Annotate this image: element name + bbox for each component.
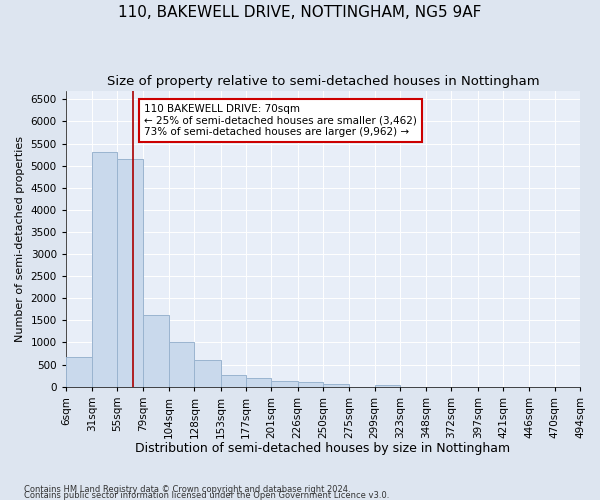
Text: 110, BAKEWELL DRIVE, NOTTINGHAM, NG5 9AF: 110, BAKEWELL DRIVE, NOTTINGHAM, NG5 9AF (118, 5, 482, 20)
Bar (143, 315, 169, 386)
X-axis label: Distribution of semi-detached houses by size in Nottingham: Distribution of semi-detached houses by … (136, 442, 511, 455)
Bar (374, 385, 400, 386)
Title: Size of property relative to semi-detached houses in Nottingham: Size of property relative to semi-detach… (107, 75, 539, 88)
Text: Contains HM Land Registry data © Crown copyright and database right 2024.: Contains HM Land Registry data © Crown c… (24, 486, 350, 494)
Bar (221, 374, 246, 386)
Bar (246, 378, 271, 386)
Bar (118, 159, 143, 386)
Text: 110 BAKEWELL DRIVE: 70sqm
← 25% of semi-detached houses are smaller (3,462)
73% : 110 BAKEWELL DRIVE: 70sqm ← 25% of semi-… (144, 104, 416, 137)
Bar (66, 356, 92, 386)
Bar (323, 384, 349, 386)
Y-axis label: Number of semi-detached properties: Number of semi-detached properties (15, 136, 25, 342)
Text: Contains public sector information licensed under the Open Government Licence v3: Contains public sector information licen… (24, 492, 389, 500)
Bar (92, 152, 118, 386)
Bar (271, 382, 298, 386)
Bar (194, 360, 221, 386)
Bar (298, 382, 323, 386)
Bar (169, 342, 194, 386)
